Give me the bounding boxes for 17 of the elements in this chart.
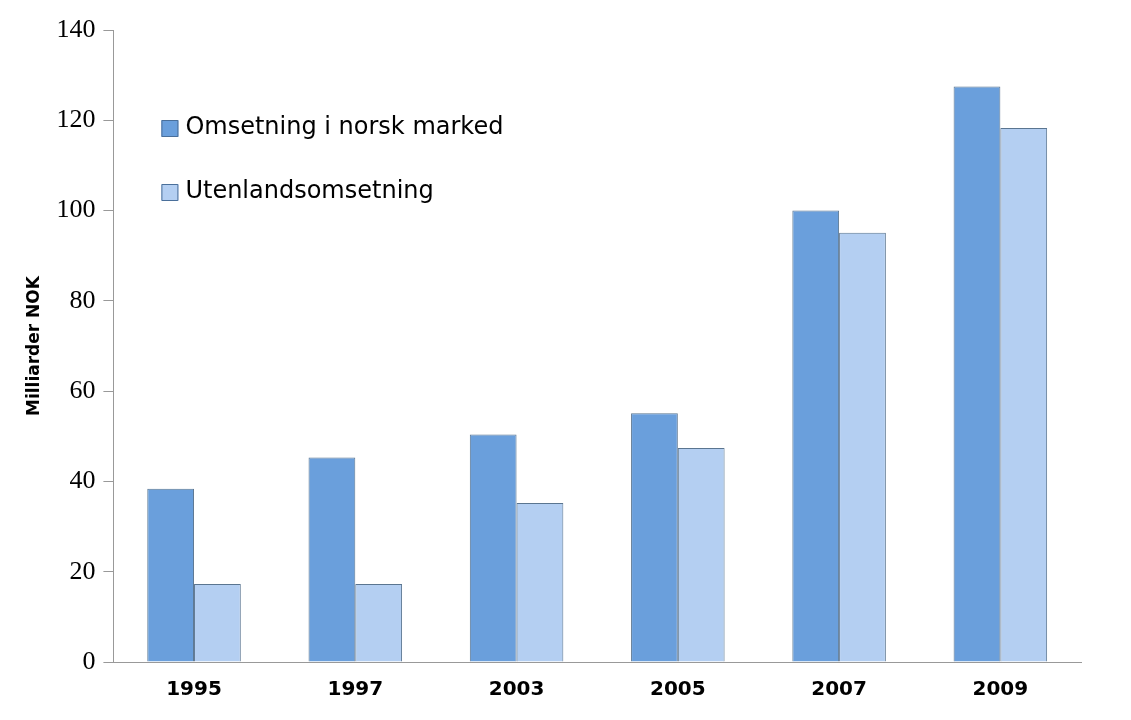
y-tick-label: 0 [82,645,96,675]
x-tick-label: 2009 [972,676,1029,701]
x-tick-label: 2005 [650,676,706,701]
y-tick-label: 100 [56,194,96,224]
x-tick-label: 1997 [327,676,384,701]
x-tick-label: 1995 [166,676,222,701]
legend-label: Omsetning i norsk marked [185,112,504,141]
x-tick-label: 2007 [811,676,867,701]
legend-label: Utenlandsomsetning [185,176,434,205]
y-tick-label: 140 [56,13,96,43]
y-tick-label: 80 [69,284,96,314]
y-tick-label: 60 [69,374,96,404]
y-tick-label: 40 [69,465,96,495]
x-tick-label: 2003 [488,676,545,701]
y-axis-title: Milliarder NOK [22,275,43,416]
y-tick-label: 120 [56,104,96,134]
y-tick-label: 20 [69,555,96,585]
